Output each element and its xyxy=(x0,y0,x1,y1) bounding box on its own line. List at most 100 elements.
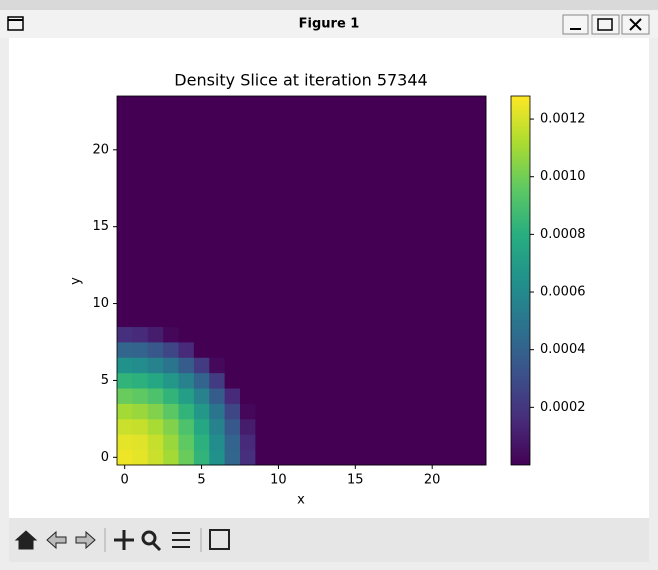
heatmap-cell xyxy=(224,342,241,358)
heatmap-cell xyxy=(193,342,210,358)
heatmap-cell xyxy=(132,434,149,451)
heatmap-cell xyxy=(439,342,456,358)
heatmap-cell xyxy=(147,326,164,343)
heatmap-cell xyxy=(193,449,210,466)
heatmap-cell xyxy=(178,96,195,112)
heatmap-cell xyxy=(163,418,179,435)
heatmap-cell xyxy=(132,449,149,466)
heatmap-cell xyxy=(332,403,349,420)
heatmap-cell xyxy=(409,326,425,343)
heatmap-cell xyxy=(393,249,410,266)
heatmap-cell xyxy=(409,418,425,435)
heatmap-cell xyxy=(455,372,472,389)
heatmap-cell xyxy=(224,96,241,112)
heatmap-cell xyxy=(132,311,149,328)
heatmap-cell xyxy=(347,172,364,189)
y-tick-label: 20 xyxy=(92,142,109,157)
heatmap-cell xyxy=(255,188,272,205)
heatmap-cell xyxy=(332,388,349,404)
minimize-button[interactable] xyxy=(562,14,589,35)
heatmap-cell xyxy=(240,157,256,174)
heatmap-cell xyxy=(363,342,379,358)
heatmap-cell xyxy=(455,311,472,328)
heatmap-cell xyxy=(224,188,241,205)
window-controls[interactable] xyxy=(562,14,650,35)
heatmap-cell xyxy=(286,280,302,297)
heatmap-cell xyxy=(378,126,395,143)
heatmap-cell xyxy=(193,111,210,128)
heatmap-cell xyxy=(224,280,241,297)
heatmap-cell xyxy=(378,418,395,435)
heatmap-cell xyxy=(163,342,179,358)
heatmap-cell xyxy=(393,388,410,404)
heatmap-cell xyxy=(455,203,472,220)
heatmap-cell xyxy=(409,388,425,404)
home-button[interactable] xyxy=(14,530,38,550)
heatmap-cell xyxy=(255,342,272,358)
heatmap-cell xyxy=(393,172,410,189)
heatmap-cell xyxy=(193,295,210,312)
heatmap-cell xyxy=(439,219,456,235)
heatmap-cell xyxy=(424,234,441,251)
heatmap-cell xyxy=(163,126,179,143)
x-tick-label: 0 xyxy=(121,473,129,488)
heatmap-cell xyxy=(378,172,395,189)
heatmap-cell xyxy=(270,295,287,312)
heatmap-cell xyxy=(240,357,256,374)
heatmap-cell xyxy=(332,265,349,281)
heatmap-cell xyxy=(409,434,425,451)
heatmap-cell xyxy=(209,295,226,312)
heatmap-cell xyxy=(132,157,149,174)
heatmap-cell xyxy=(163,96,179,112)
pan-button[interactable] xyxy=(114,530,134,550)
heatmap-cell xyxy=(117,418,133,435)
heatmap-cell xyxy=(178,403,195,420)
heatmap-cell xyxy=(439,280,456,297)
heatmap-cell xyxy=(147,96,164,112)
back-button[interactable] xyxy=(46,530,67,550)
heatmap-cell xyxy=(393,295,410,312)
y-axis-label: y xyxy=(69,277,84,285)
heatmap-cell xyxy=(240,311,256,328)
heatmap-cell xyxy=(424,188,441,205)
y-tick-label: 15 xyxy=(92,219,109,234)
heatmap-cell xyxy=(332,434,349,451)
heatmap-cell xyxy=(470,295,487,312)
heatmap-cell xyxy=(363,96,379,112)
heatmap-cell xyxy=(301,219,318,235)
heatmap-cell xyxy=(286,234,302,251)
heatmap-cell xyxy=(255,311,272,328)
heatmap-cell xyxy=(470,372,487,389)
heatmap-cell xyxy=(316,234,333,251)
heatmap-cell xyxy=(270,265,287,281)
heatmap-cell xyxy=(301,234,318,251)
save-button[interactable] xyxy=(209,529,230,550)
heatmap-cell xyxy=(209,219,226,235)
heatmap-cell xyxy=(393,142,410,158)
heatmap-cell xyxy=(347,388,364,404)
maximize-button[interactable] xyxy=(591,14,620,35)
forward-button[interactable] xyxy=(75,530,96,550)
heatmap-cell xyxy=(178,188,195,205)
heatmap-cell xyxy=(393,111,410,128)
heatmap-cell xyxy=(455,434,472,451)
zoom-button[interactable] xyxy=(141,530,157,546)
heatmap-cell xyxy=(193,357,210,374)
heatmap-cell xyxy=(224,111,241,128)
heatmap-cell xyxy=(224,434,241,451)
heatmap-cell xyxy=(347,265,364,281)
axes-frame xyxy=(116,95,487,466)
heatmap-cell xyxy=(270,449,287,466)
heatmap-cell xyxy=(439,142,456,158)
maximize-icon xyxy=(597,18,613,31)
heatmap-cell xyxy=(132,126,149,143)
configure-button[interactable] xyxy=(172,532,190,548)
heatmap-cell xyxy=(316,388,333,404)
heatmap-cell xyxy=(301,311,318,328)
heatmap-cell xyxy=(132,357,149,374)
heatmap-cell xyxy=(455,388,472,404)
x-tick-label: 15 xyxy=(347,473,364,488)
heatmap-cell xyxy=(178,280,195,297)
